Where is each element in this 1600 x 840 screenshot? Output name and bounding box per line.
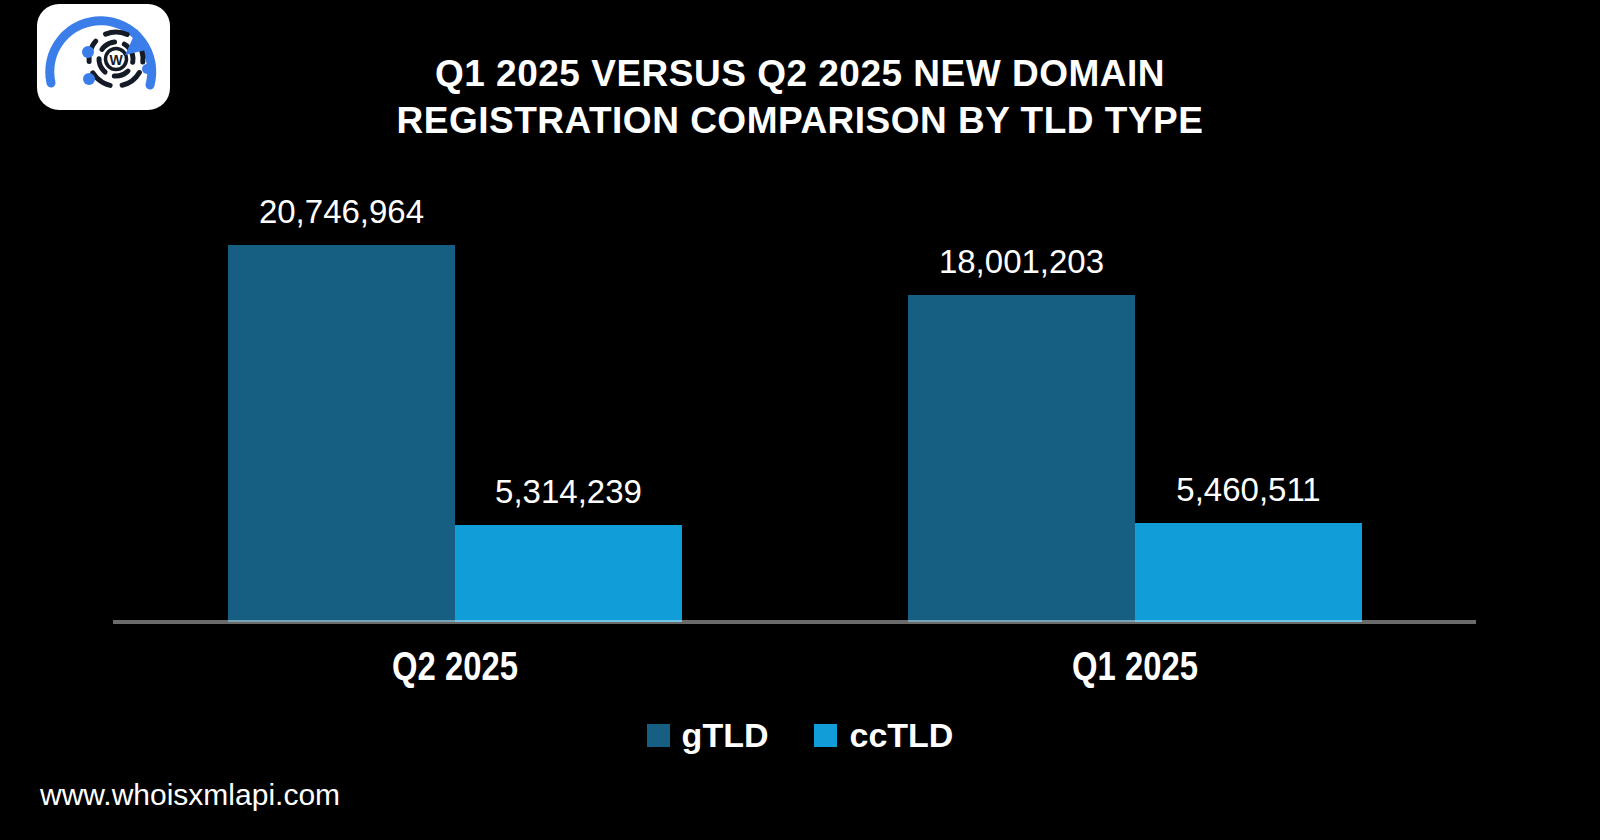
legend-label: ccTLD: [849, 716, 953, 755]
bar-value-label: 5,460,511: [1095, 471, 1402, 509]
bar-gTLD-Q2-2025: [228, 245, 455, 622]
bar-ccTLD-Q2-2025: [455, 525, 682, 622]
bar-gTLD-Q1-2025: [908, 295, 1135, 622]
bar-ccTLD-Q1-2025: [1135, 523, 1362, 622]
infographic-card: W Q1 2025 VERSUS Q2 2025 NEW DOMAIN REGI…: [0, 0, 1600, 840]
chart-legend: gTLD ccTLD: [0, 716, 1600, 755]
chart-title-line1: Q1 2025 VERSUS Q2 2025 NEW DOMAIN: [435, 53, 1165, 94]
x-tick-label: Q2 2025: [378, 644, 531, 689]
legend-item-ccTLD: ccTLD: [814, 716, 953, 755]
legend-swatch: [814, 724, 837, 747]
x-axis-line: [113, 620, 1476, 624]
bar-value-label: 20,746,964: [188, 193, 495, 231]
chart-title: Q1 2025 VERSUS Q2 2025 NEW DOMAIN REGIST…: [0, 50, 1600, 144]
footer-url: www.whoisxmlapi.com: [40, 778, 340, 812]
bar-value-label: 18,001,203: [868, 243, 1175, 281]
legend-label: gTLD: [682, 716, 769, 755]
legend-swatch: [647, 724, 670, 747]
chart-title-line2: REGISTRATION COMPARISON BY TLD TYPE: [397, 100, 1204, 141]
bar-value-label: 5,314,239: [415, 473, 722, 511]
x-tick-label: Q1 2025: [1058, 644, 1211, 689]
legend-item-gTLD: gTLD: [647, 716, 769, 755]
bar-chart: 20,746,9645,314,239Q2 202518,001,2035,46…: [113, 245, 1476, 622]
